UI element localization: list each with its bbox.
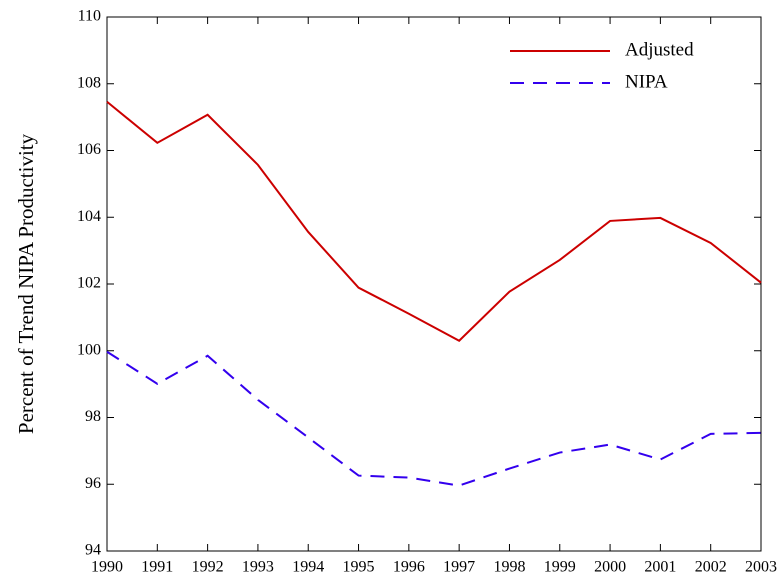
- y-tick-label: 98: [85, 408, 101, 425]
- line-series: [106, 100, 762, 342]
- legend-label: Adjusted: [625, 39, 694, 60]
- x-tick-label: 1998: [493, 559, 525, 576]
- x-tick-label: 1995: [343, 559, 375, 576]
- y-tick-label: 96: [85, 475, 101, 492]
- x-tick-label: 2001: [644, 559, 676, 576]
- y-tick-label: 102: [77, 275, 101, 292]
- x-tick-label: 1994: [292, 559, 324, 576]
- y-tick-label: 108: [77, 74, 101, 91]
- x-tick-label: 2002: [695, 559, 727, 576]
- x-tick-label: 2003: [745, 559, 777, 576]
- x-tick-label: 1996: [393, 559, 425, 576]
- x-tick-label: 1993: [242, 559, 274, 576]
- y-tick-label: 104: [77, 208, 101, 225]
- y-tick-label: 94: [85, 542, 101, 559]
- y-axis-label: Percent of Trend NIPA Productivity: [14, 133, 38, 434]
- y-tick-label: 100: [77, 341, 101, 358]
- x-tick-label: 2000: [594, 559, 626, 576]
- x-tick-label: 1992: [192, 559, 224, 576]
- x-tick-label: 1990: [91, 559, 123, 576]
- y-tick-label: 110: [78, 8, 101, 25]
- x-tick-label: 1991: [141, 559, 173, 576]
- x-tick-label: 1997: [443, 559, 475, 576]
- y-tick-label: 106: [77, 141, 101, 158]
- plot-frame: [106, 16, 762, 552]
- x-tick-label: 1999: [544, 559, 576, 576]
- line-series: [106, 350, 762, 487]
- legend-label: NIPA: [625, 71, 668, 92]
